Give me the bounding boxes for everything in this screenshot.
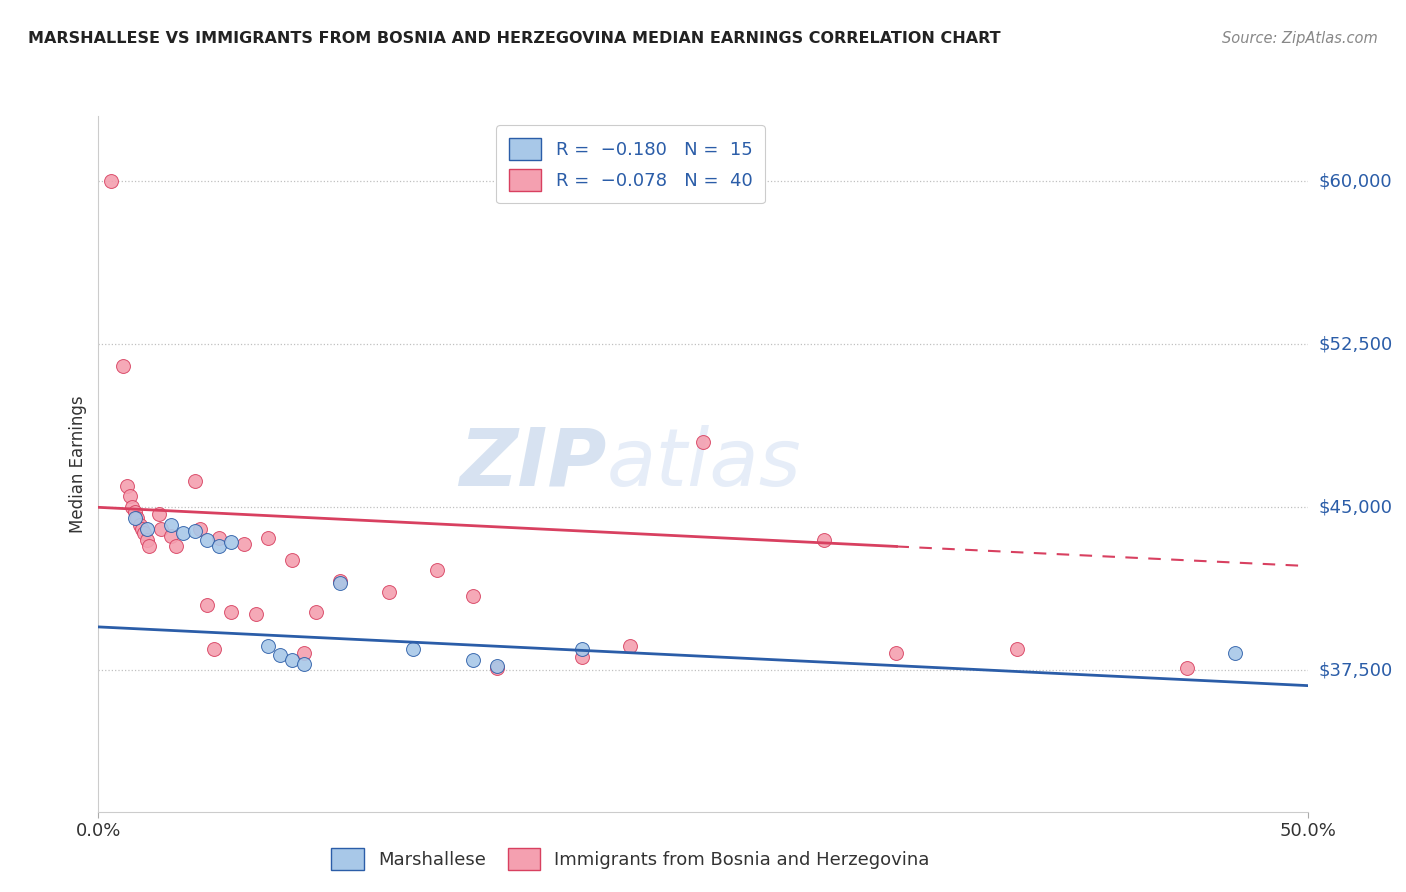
Text: ZIP: ZIP xyxy=(458,425,606,503)
Point xyxy=(134,526,156,541)
Point xyxy=(571,650,593,665)
Point xyxy=(619,640,641,654)
Point xyxy=(256,640,278,654)
Point xyxy=(692,435,714,450)
Point xyxy=(426,563,449,577)
Point xyxy=(124,511,146,525)
Point xyxy=(281,552,304,566)
Point xyxy=(1223,646,1246,660)
Point xyxy=(329,574,352,589)
Point xyxy=(221,535,243,549)
Point xyxy=(195,533,218,547)
Point xyxy=(184,524,207,539)
Point xyxy=(1007,641,1029,656)
Point xyxy=(208,540,231,554)
Point xyxy=(150,522,173,536)
Point xyxy=(329,576,352,591)
Point xyxy=(160,528,183,542)
Point xyxy=(188,522,211,536)
Point xyxy=(463,590,485,604)
Point xyxy=(232,537,254,551)
Point xyxy=(402,641,425,656)
Point xyxy=(281,652,304,666)
Point xyxy=(135,522,157,536)
Point xyxy=(305,605,328,619)
Point xyxy=(111,359,134,373)
Text: $45,000: $45,000 xyxy=(1319,499,1393,516)
Point xyxy=(121,500,143,515)
Text: atlas: atlas xyxy=(606,425,801,503)
Point xyxy=(292,646,315,660)
Point xyxy=(269,648,291,662)
Point xyxy=(486,659,509,673)
Point xyxy=(245,607,267,621)
Point xyxy=(377,585,399,599)
Point xyxy=(886,646,908,660)
Text: $52,500: $52,500 xyxy=(1319,335,1393,353)
Point xyxy=(160,517,183,532)
Point xyxy=(117,478,139,492)
Point xyxy=(100,174,122,188)
Point xyxy=(138,540,160,554)
Point xyxy=(135,533,157,547)
Point xyxy=(813,533,835,547)
Point xyxy=(463,652,485,666)
Point xyxy=(131,522,153,536)
Point xyxy=(148,507,170,521)
Point xyxy=(486,661,509,675)
Point xyxy=(204,641,226,656)
Point xyxy=(118,490,141,504)
Point xyxy=(128,517,150,532)
Point xyxy=(571,641,593,656)
Text: MARSHALLESE VS IMMIGRANTS FROM BOSNIA AND HERZEGOVINA MEDIAN EARNINGS CORRELATIO: MARSHALLESE VS IMMIGRANTS FROM BOSNIA AN… xyxy=(28,31,1001,46)
Legend: Marshallese, Immigrants from Bosnia and Herzegovina: Marshallese, Immigrants from Bosnia and … xyxy=(322,839,939,880)
Point xyxy=(292,657,315,671)
Point xyxy=(1175,661,1198,675)
Point xyxy=(165,540,187,554)
Point xyxy=(208,531,231,545)
Point xyxy=(256,531,278,545)
Y-axis label: Median Earnings: Median Earnings xyxy=(69,395,87,533)
Point xyxy=(184,475,207,489)
Point xyxy=(221,605,243,619)
Text: $37,500: $37,500 xyxy=(1319,661,1393,680)
Point xyxy=(195,598,218,612)
Point xyxy=(127,511,149,525)
Text: Source: ZipAtlas.com: Source: ZipAtlas.com xyxy=(1222,31,1378,46)
Text: $60,000: $60,000 xyxy=(1319,172,1392,190)
Point xyxy=(172,526,194,541)
Point xyxy=(124,505,146,519)
